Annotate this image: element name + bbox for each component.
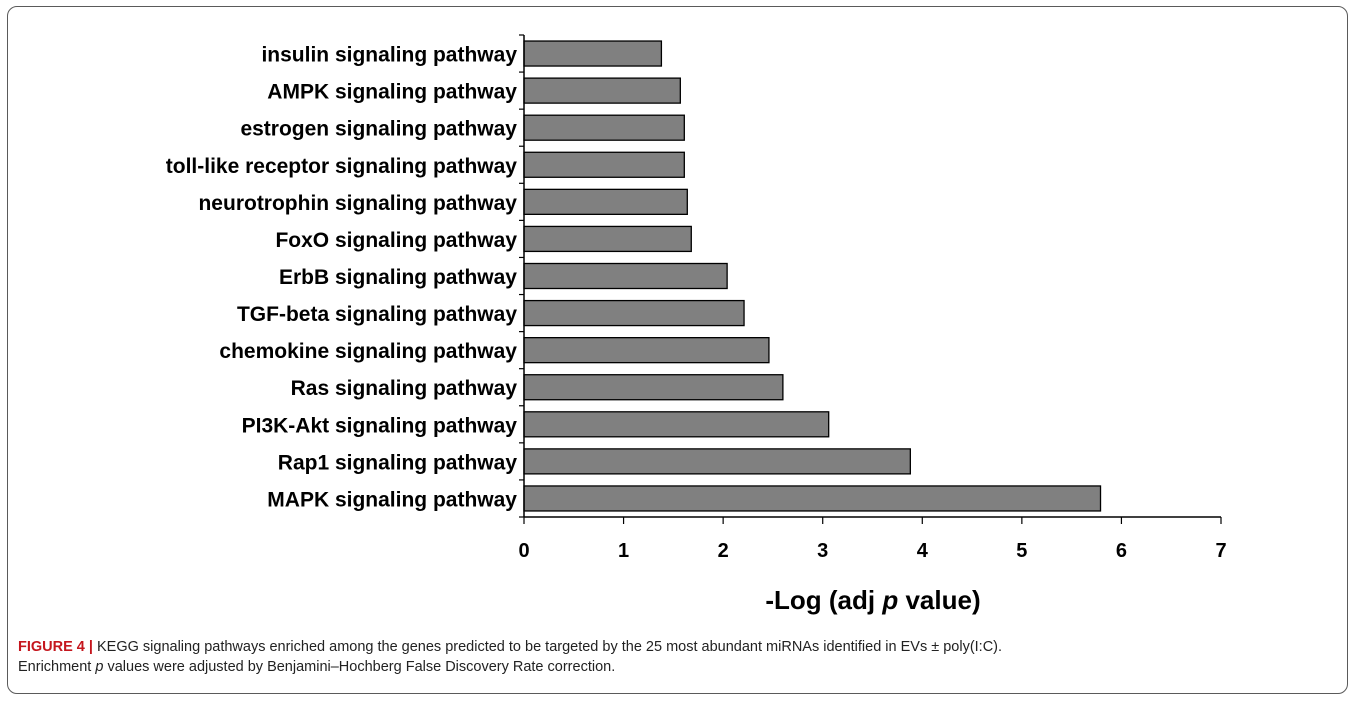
bar [523,299,745,327]
x-tick-label: 4 [917,540,929,562]
category-label: TGF-beta signaling pathway [237,303,517,326]
x-axis: 0 1 2 3 4 5 6 7 [518,34,1227,562]
category-label: neurotrophin signaling pathway [198,192,517,215]
category-label: toll-like receptor signaling pathway [166,155,518,178]
x-tick-label: 7 [1215,540,1226,562]
figure-caption: FIGURE 4 | KEGG signaling pathways enric… [18,637,1338,677]
bar-chart: insulin signaling pathway AMPK signaling … [166,34,1227,615]
category-label: chemokine signaling pathway [219,340,517,363]
caption-line-1: KEGG signaling pathways enriched among t… [92,639,1003,655]
x-tick-label: 2 [718,540,729,562]
category-label: estrogen signaling pathway [240,118,517,141]
x-tick-label: 6 [1116,540,1127,562]
bar [523,411,830,438]
category-label: PI3K-Akt signaling pathway [242,414,518,437]
category-labels: insulin signaling pathway AMPK signaling … [166,44,518,512]
x-tick-label: 0 [518,540,529,562]
bar [523,448,911,475]
caption-line-2-suffix: values were adjusted by Benjamini–Hochbe… [103,659,616,675]
category-label: AMPK signaling pathway [267,81,517,104]
bar [523,337,770,364]
caption-line-2-prefix: Enrichment [18,659,96,675]
bar [523,114,685,141]
bar [523,77,681,104]
figure-label: FIGURE 4 | [18,639,93,655]
x-tick-label: 1 [618,540,629,562]
category-label: ErbB signaling pathway [279,266,517,289]
bar [523,40,663,67]
bar [523,151,685,178]
x-tick-label: 5 [1016,540,1027,562]
caption-p-italic: p [95,659,104,675]
bars-layer [523,40,1102,512]
bar [523,262,728,290]
category-label: Ras signaling pathway [291,377,518,400]
bar [523,485,1102,512]
bar [523,188,688,215]
category-label: MAPK signaling pathway [267,488,517,511]
bar [523,225,692,253]
category-label: insulin signaling pathway [261,44,517,67]
x-axis-title: -Log (adj p value) [765,585,980,615]
bar [523,374,784,401]
x-tick-label: 3 [817,540,828,562]
category-label: FoxO signaling pathway [275,229,517,252]
category-label: Rap1 signaling pathway [278,451,518,474]
